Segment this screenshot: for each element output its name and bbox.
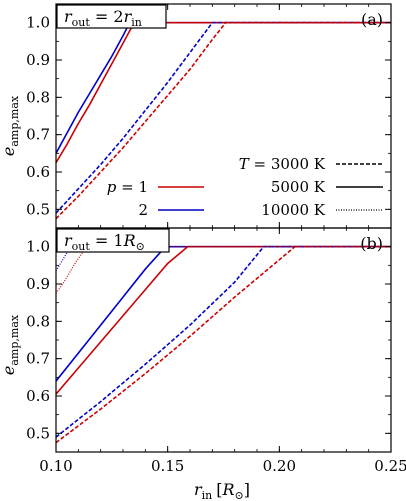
xlabel-main: r bbox=[194, 480, 203, 499]
svg-text:eamp,max: eamp,max bbox=[0, 314, 21, 375]
box-label-frame-a bbox=[56, 4, 167, 29]
ylabel-a-sub: amp,max bbox=[8, 95, 21, 147]
ytick-label-b: 0.9 bbox=[26, 275, 50, 293]
ylabel-b: eamp,max bbox=[0, 314, 21, 375]
series-line-b-p1-10000K bbox=[56, 246, 391, 294]
legend-p-label: p = 1 bbox=[107, 178, 148, 196]
legend-p-label: 2 bbox=[138, 201, 148, 219]
legend: p = 1 2 T = 3000 K 5000 K 10000 K bbox=[107, 155, 383, 219]
ytick-label-a: 0.8 bbox=[26, 88, 50, 106]
legend-T-label: 10000 K bbox=[261, 201, 325, 219]
ytick-label-b: 0.6 bbox=[26, 387, 50, 405]
panel-a: 0.5 0.6 0.7 0.8 0.9 1.0 (a) rout = 2rin p = 1 2 T … bbox=[26, 3, 392, 229]
xlabel-sun: ⊙ bbox=[235, 489, 244, 501]
series-line-a-p1-3000K bbox=[56, 21, 391, 220]
series-line-b-p2-3000K bbox=[56, 245, 391, 438]
svg-text:eamp,max: eamp,max bbox=[0, 95, 21, 156]
ytick-label-a: 0.7 bbox=[26, 126, 50, 144]
box-label-a: rout = 2rin bbox=[64, 7, 142, 29]
series-line-b-p2-5000K bbox=[56, 245, 391, 382]
panel-b: 0.5 0.6 0.7 0.8 0.9 1.0 0.10 0.15 0.20 0.25 (b) rou… bbox=[26, 227, 406, 475]
series-line-b-p1-3000K bbox=[56, 245, 391, 444]
box-label-b: rout = 1R⊙ bbox=[64, 231, 145, 253]
series-line-a-p2-5000K bbox=[56, 21, 391, 154]
series-group-b bbox=[56, 245, 391, 444]
series-line-b-p1-5000K bbox=[56, 245, 391, 395]
ytick-label-b: 0.7 bbox=[26, 350, 50, 368]
xlabel-close: ] bbox=[244, 480, 250, 499]
ylabel-a: eamp,max bbox=[0, 95, 21, 156]
xlabel-R: R bbox=[222, 480, 235, 499]
ytick-label-b: 0.5 bbox=[26, 424, 50, 442]
xlabel-open: [ bbox=[216, 480, 222, 499]
ylabel-b-sub: amp,max bbox=[8, 314, 21, 366]
ylabel-b-main: e bbox=[0, 366, 18, 375]
legend-T-label: T = 3000 K bbox=[239, 155, 326, 173]
xlabel-sub: in bbox=[202, 489, 213, 501]
ytick-label-a: 0.9 bbox=[26, 51, 50, 69]
ytick-label-a: 0.5 bbox=[26, 200, 50, 218]
xtick-label: 0.15 bbox=[151, 457, 184, 475]
xtick-label: 0.25 bbox=[374, 457, 406, 475]
ytick-label-b: 1.0 bbox=[26, 238, 50, 256]
ylabel-a-main: e bbox=[0, 147, 18, 156]
series-line-a-p1-5000K bbox=[56, 21, 391, 164]
xtick-label: 0.20 bbox=[263, 457, 296, 475]
ytick-label-a: 0.6 bbox=[26, 163, 50, 181]
xtick-label: 0.10 bbox=[39, 457, 72, 475]
axes-frame-b bbox=[55, 227, 392, 453]
panel-tag-a: (a) bbox=[361, 10, 383, 29]
xlabel: rin [R⊙] bbox=[194, 480, 250, 501]
legend-T-label: 5000 K bbox=[271, 178, 326, 196]
ytick-label-b: 0.8 bbox=[26, 312, 50, 330]
box-label-frame-b bbox=[56, 228, 170, 253]
ytick-label-a: 1.0 bbox=[26, 14, 50, 32]
series-line-a-p2-3000K bbox=[56, 21, 391, 214]
panel-tag-b: (b) bbox=[360, 234, 383, 253]
